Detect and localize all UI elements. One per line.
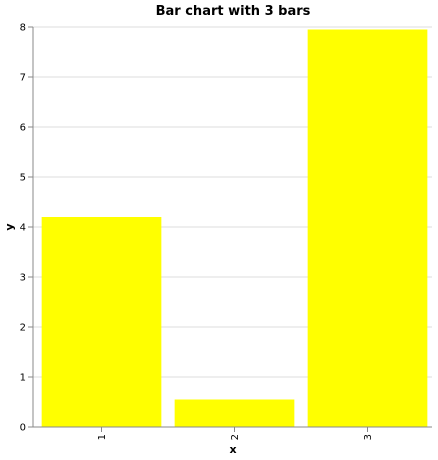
y-tick-label: 3: [20, 273, 26, 284]
y-tick-label: 6: [20, 123, 26, 134]
y-tick-label: 5: [20, 173, 26, 184]
bar: [41, 217, 162, 427]
y-tick-label: 2: [20, 323, 26, 334]
x-axis-title: x: [229, 443, 236, 456]
x-tick-label: 2: [230, 434, 241, 440]
y-tick-label: 8: [20, 23, 26, 34]
bar: [174, 399, 295, 427]
y-axis-title: y: [3, 223, 16, 230]
chart-title: Bar chart with 3 bars: [156, 4, 311, 19]
bar: [307, 29, 428, 427]
y-tick-label: 7: [20, 73, 26, 84]
x-tick-label: 3: [363, 434, 374, 440]
y-tick-label: 4: [20, 223, 26, 234]
y-tick-label: 1: [20, 373, 26, 384]
bars: [41, 29, 428, 427]
y-tick-label: 0: [20, 423, 26, 434]
x-tick-label: 1: [97, 434, 108, 440]
axes: 0 1 2 3 4 5 6 7 8 1 2 3: [20, 23, 432, 440]
